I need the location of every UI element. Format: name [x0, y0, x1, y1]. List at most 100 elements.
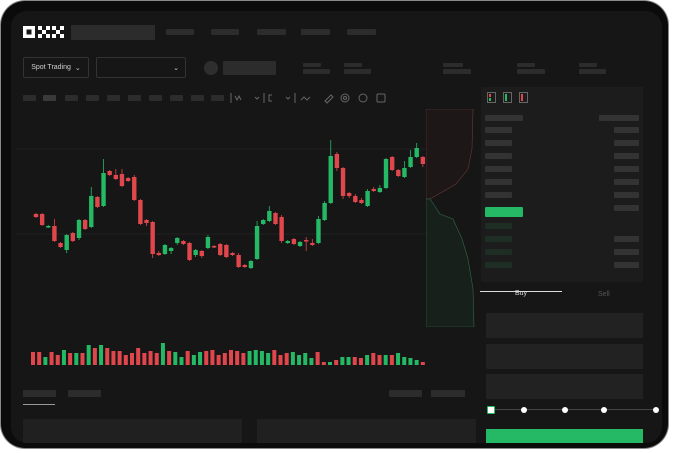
- ask-amount: [614, 166, 639, 172]
- ask-price: [485, 153, 512, 159]
- tab-open-orders[interactable]: [23, 390, 56, 397]
- candle-body: [46, 226, 51, 228]
- volume-bar: [204, 351, 209, 365]
- both-sides-icon[interactable]: [487, 92, 496, 103]
- candle-body: [193, 250, 198, 255]
- candle-body: [76, 220, 82, 238]
- timeframe-button[interactable]: [23, 95, 36, 101]
- total-input[interactable]: [486, 374, 643, 399]
- buy-button[interactable]: [486, 429, 643, 443]
- nav-item[interactable]: [347, 29, 376, 35]
- candlestick-chart[interactable]: [16, 106, 426, 371]
- amount-slider[interactable]: [491, 409, 656, 410]
- timeframe-button[interactable]: [86, 95, 99, 101]
- timeframe-button[interactable]: [107, 95, 120, 101]
- timeframe-button[interactable]: [128, 95, 141, 101]
- candle-body: [39, 214, 45, 225]
- tab-sell[interactable]: Sell: [598, 291, 610, 298]
- slider-step[interactable]: [562, 407, 568, 413]
- candle: [328, 140, 333, 204]
- slider-step[interactable]: [601, 407, 607, 413]
- candle: [125, 177, 131, 182]
- ask-amount: [614, 140, 639, 146]
- slider-handle[interactable]: [487, 406, 495, 414]
- candle: [175, 237, 180, 245]
- candle-body: [107, 171, 112, 175]
- timeframe-button[interactable]: [43, 95, 56, 101]
- bottom-action[interactable]: [431, 390, 465, 397]
- candle-body: [267, 211, 272, 221]
- slider-step[interactable]: [653, 407, 659, 413]
- pair-dropdown[interactable]: ⌄: [96, 57, 186, 78]
- candle: [181, 240, 186, 245]
- search-bar[interactable]: [71, 25, 155, 40]
- indicator-icon[interactable]: [234, 94, 242, 102]
- timeframe-button[interactable]: [65, 95, 78, 101]
- candle-body: [211, 246, 217, 248]
- stat-value: [579, 69, 606, 74]
- candle: [383, 158, 389, 189]
- candle-body: [95, 197, 100, 207]
- line-tool-icon[interactable]: [300, 96, 311, 101]
- candle: [193, 249, 198, 257]
- bottom-action[interactable]: [389, 390, 422, 397]
- volume-bar: [80, 353, 85, 365]
- expand-icon[interactable]: [376, 93, 386, 103]
- nav-item[interactable]: [301, 29, 330, 35]
- circle-icon[interactable]: [358, 93, 368, 103]
- candle-body: [162, 245, 168, 254]
- chevron-down-icon[interactable]: [254, 96, 260, 100]
- candle: [150, 221, 155, 258]
- formula-icon[interactable]: [268, 94, 272, 102]
- candle-body: [156, 253, 162, 255]
- tab-buy[interactable]: Buy: [515, 290, 528, 297]
- bids-only-icon[interactable]: [503, 92, 512, 103]
- volume-bar: [346, 357, 351, 365]
- candle: [261, 219, 266, 225]
- amount-input[interactable]: [486, 344, 643, 369]
- candle: [218, 243, 223, 256]
- timeframe-button[interactable]: [149, 95, 162, 101]
- asks-only-icon[interactable]: [519, 92, 528, 103]
- target-icon[interactable]: [340, 93, 350, 103]
- slider-step[interactable]: [521, 407, 527, 413]
- candle-body: [371, 189, 376, 191]
- candle-body: [254, 226, 260, 259]
- candle: [291, 238, 297, 245]
- candle: [389, 156, 395, 171]
- volume-bar: [191, 355, 196, 365]
- candle-body: [187, 243, 192, 260]
- volume-bar: [61, 350, 66, 365]
- timeframe-button[interactable]: [211, 95, 224, 101]
- candle-body: [340, 168, 346, 196]
- candle-body: [113, 175, 119, 179]
- candle-body: [242, 265, 247, 267]
- spot-trading-button[interactable]: Spot Trading ⌄: [23, 57, 89, 78]
- candle: [199, 250, 204, 258]
- timeframe-button[interactable]: [170, 95, 183, 101]
- price-input[interactable]: [486, 313, 643, 338]
- candle-body: [248, 261, 254, 268]
- ruler-icon[interactable]: [324, 94, 334, 104]
- nav-item[interactable]: [211, 29, 239, 35]
- candle: [95, 196, 100, 208]
- candle: [224, 244, 229, 258]
- stat-label: [443, 63, 463, 67]
- timeframe-button[interactable]: [191, 95, 204, 101]
- nav-item[interactable]: [257, 29, 286, 35]
- volume-bar: [105, 348, 110, 365]
- candle: [414, 143, 419, 158]
- volume-bar: [420, 362, 425, 365]
- candle-body: [70, 233, 76, 241]
- chevron-down-icon[interactable]: [285, 96, 291, 100]
- candle-body: [297, 242, 303, 246]
- candle: [236, 253, 241, 268]
- chevron-down-icon: ⌄: [173, 64, 179, 72]
- nav-item[interactable]: [166, 29, 194, 35]
- stat-label: [517, 63, 535, 67]
- candle: [211, 245, 217, 248]
- tab-order-history[interactable]: [68, 390, 101, 397]
- volume-bar: [340, 357, 345, 365]
- bid-amount: [614, 262, 639, 268]
- bid-price: [485, 262, 512, 268]
